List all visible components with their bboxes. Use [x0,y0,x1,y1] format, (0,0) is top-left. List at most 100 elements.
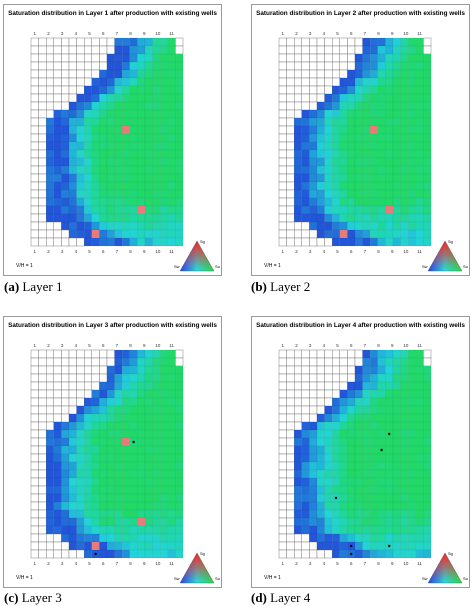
saturation-cell [53,181,62,191]
saturation-cell [91,405,100,415]
saturation-cell [369,93,378,103]
empty-cell [53,53,62,63]
saturation-cell [114,357,123,367]
saturation-cell [347,237,356,247]
empty-cell [38,541,47,551]
x-tick-label: 6 [350,343,353,348]
saturation-cell [347,405,356,415]
saturation-cell [175,141,184,151]
saturation-cell [423,469,432,479]
saturation-cell [152,533,161,543]
empty-cell [76,69,85,79]
saturation-cell [423,477,432,487]
empty-cell [286,45,295,55]
saturation-cell [46,173,55,183]
saturation-cell [121,109,130,119]
saturation-cell [114,517,123,527]
saturation-cell [407,85,416,95]
empty-cell [38,405,47,415]
saturation-cell [121,525,130,535]
empty-cell [46,365,55,375]
saturation-cell [76,525,85,535]
saturation-cell [423,509,432,519]
saturation-cell [301,165,310,175]
x-tick-label: 3 [309,343,312,348]
empty-cell [286,149,295,159]
saturation-cell [91,437,100,447]
saturation-cell [385,517,394,527]
saturation-cell [309,181,318,191]
saturation-cell [129,413,138,423]
saturation-cell [137,525,146,535]
saturation-cell [347,197,356,207]
saturation-cell [339,397,348,407]
saturation-cell [400,429,409,439]
saturation-cell [377,413,386,423]
empty-cell [38,381,47,391]
saturation-cell [309,141,318,151]
empty-cell [286,549,295,559]
saturation-cell [121,541,130,551]
saturation-cell [354,509,363,519]
saturation-cell [68,165,77,175]
well-marker [380,448,383,452]
saturation-cell [167,45,176,55]
saturation-cell [377,205,386,215]
empty-cell [76,549,85,559]
saturation-cell [121,173,130,183]
saturation-cell [400,469,409,479]
empty-cell [278,349,287,359]
saturation-cell [369,157,378,167]
saturation-cell [347,517,356,527]
saturation-cell [362,349,371,359]
saturation-cell [294,205,303,215]
saturation-cell [159,229,168,239]
empty-cell [286,117,295,127]
saturation-cell [407,405,416,415]
saturation-cell [377,365,386,375]
saturation-cell [400,533,409,543]
saturation-cell [68,437,77,447]
saturation-cell [152,101,161,111]
empty-cell [30,373,39,383]
saturation-cell [106,477,115,487]
saturation-cell [415,549,424,559]
empty-cell [30,53,39,63]
saturation-cell [167,501,176,511]
caption-tag: (d) [251,590,267,605]
empty-cell [30,445,39,455]
saturation-cell [331,437,340,447]
saturation-cell [159,37,168,47]
saturation-cell [167,349,176,359]
empty-cell [331,357,340,367]
saturation-cell [144,117,153,127]
saturation-cell [129,149,138,159]
saturation-cell [137,405,146,415]
saturation-cell [392,133,401,143]
saturation-cell [159,397,168,407]
x-tick-label: 1 [34,561,37,566]
saturation-cell [377,501,386,511]
saturation-cell [347,221,356,231]
saturation-cell [354,61,363,71]
saturation-cell [76,133,85,143]
saturation-cell [423,213,432,223]
saturation-cell [99,101,108,111]
saturation-cell [83,413,92,423]
saturation-cell [369,373,378,383]
saturation-cell [152,477,161,487]
empty-cell [99,373,108,383]
empty-cell [278,141,287,151]
saturation-cell [354,117,363,127]
saturation-cell [99,437,108,447]
empty-cell [309,77,318,87]
saturation-cell [121,509,130,519]
empty-cell [99,53,108,63]
x-tick-label: 11 [417,249,422,254]
empty-cell [68,93,77,103]
empty-cell [278,373,287,383]
saturation-cell [83,237,92,247]
empty-cell [294,381,303,391]
saturation-cell [385,109,394,119]
saturation-cell [316,197,325,207]
